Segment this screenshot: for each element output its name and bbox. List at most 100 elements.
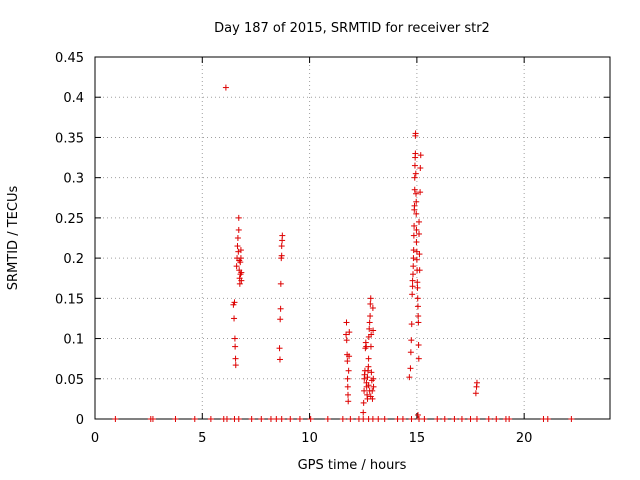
data-point	[370, 383, 377, 390]
data-point	[415, 319, 422, 326]
y-tick-label: 0.05	[55, 373, 84, 388]
data-point	[409, 283, 416, 290]
data-point	[407, 349, 414, 356]
x-tick-label: 10	[301, 431, 318, 446]
data-point	[568, 416, 575, 422]
data-point	[367, 300, 374, 307]
data-point	[276, 345, 283, 352]
data-point	[408, 321, 415, 328]
y-tick-label: 0	[76, 413, 84, 428]
data-point	[367, 393, 374, 400]
data-point	[368, 369, 375, 376]
data-point	[360, 399, 367, 406]
data-point	[339, 416, 346, 422]
data-point	[112, 416, 119, 422]
data-point	[365, 382, 372, 389]
data-point	[344, 375, 351, 382]
data-point	[347, 416, 354, 422]
data-point	[232, 362, 239, 369]
data-point	[409, 291, 416, 298]
plot-frame	[94, 56, 611, 420]
data-point	[413, 256, 420, 263]
data-point	[410, 247, 417, 254]
data-point	[408, 416, 415, 422]
data-point	[231, 335, 238, 342]
data-point	[232, 343, 239, 350]
data-point	[409, 277, 416, 284]
chart-title: Day 187 of 2015, SRMTID for receiver str…	[214, 21, 490, 36]
data-point	[421, 416, 428, 422]
data-point	[415, 313, 422, 320]
data-point	[381, 416, 388, 422]
data-point	[365, 355, 372, 362]
data-point	[346, 329, 353, 336]
data-point	[417, 189, 424, 196]
data-point	[416, 251, 423, 258]
data-point	[234, 243, 241, 250]
y-tick-label: 0.1	[63, 333, 84, 348]
data-point	[411, 186, 418, 193]
data-point	[365, 363, 372, 370]
data-point	[296, 416, 303, 422]
data-point	[414, 411, 421, 418]
data-point	[410, 263, 417, 270]
data-point	[238, 277, 245, 284]
y-tick-label: 0.4	[63, 91, 84, 106]
data-point	[222, 84, 229, 91]
data-point	[238, 269, 245, 276]
data-point	[343, 331, 350, 338]
data-point	[506, 416, 513, 422]
data-point	[233, 263, 240, 270]
data-point	[412, 130, 419, 137]
data-point	[344, 383, 351, 390]
data-point	[414, 284, 421, 291]
data-point	[223, 416, 230, 422]
data-point	[364, 374, 371, 381]
x-tick-label: 20	[516, 431, 533, 446]
data-point	[412, 150, 419, 157]
x-tick-label: 5	[198, 431, 206, 446]
data-point	[411, 162, 418, 169]
data-point	[370, 327, 377, 334]
data-point	[278, 252, 285, 259]
data-point	[345, 398, 352, 405]
data-point	[544, 416, 551, 422]
data-point	[416, 267, 423, 274]
data-point	[368, 331, 375, 338]
data-point	[343, 319, 350, 326]
data-point	[434, 416, 441, 422]
data-point	[366, 319, 373, 326]
y-tick-label: 0.35	[55, 131, 84, 146]
data-point	[231, 315, 238, 322]
data-point	[441, 416, 448, 422]
data-point	[473, 379, 480, 386]
y-tick-label: 0.45	[55, 51, 84, 66]
data-point	[278, 243, 285, 250]
data-point	[410, 255, 417, 262]
data-point	[367, 313, 374, 320]
x-tick-label: 15	[409, 431, 426, 446]
data-point	[375, 416, 382, 422]
data-point	[367, 295, 374, 302]
data-point	[307, 416, 314, 422]
axis-ticks: 0 5 10 15 20 0 0.05 0.1 0.15 0.2 0.25 0.3 0.35 0.4 0.4…	[55, 51, 610, 446]
data-point	[248, 416, 255, 422]
data-point	[346, 353, 353, 360]
data-point	[414, 279, 421, 286]
data-point	[287, 416, 294, 422]
data-point	[344, 391, 351, 398]
data-point	[416, 230, 423, 237]
data-point	[236, 280, 243, 287]
data-point	[278, 416, 285, 422]
data-point	[413, 210, 420, 217]
data-point	[237, 247, 244, 254]
data-point	[413, 226, 420, 233]
y-tick-label: 0.25	[55, 212, 84, 227]
data-point	[267, 416, 274, 422]
data-point	[411, 202, 418, 209]
data-point	[361, 387, 368, 394]
data-point	[370, 375, 377, 382]
data-point	[343, 337, 350, 344]
data-point	[413, 198, 420, 205]
data-point	[235, 416, 242, 422]
